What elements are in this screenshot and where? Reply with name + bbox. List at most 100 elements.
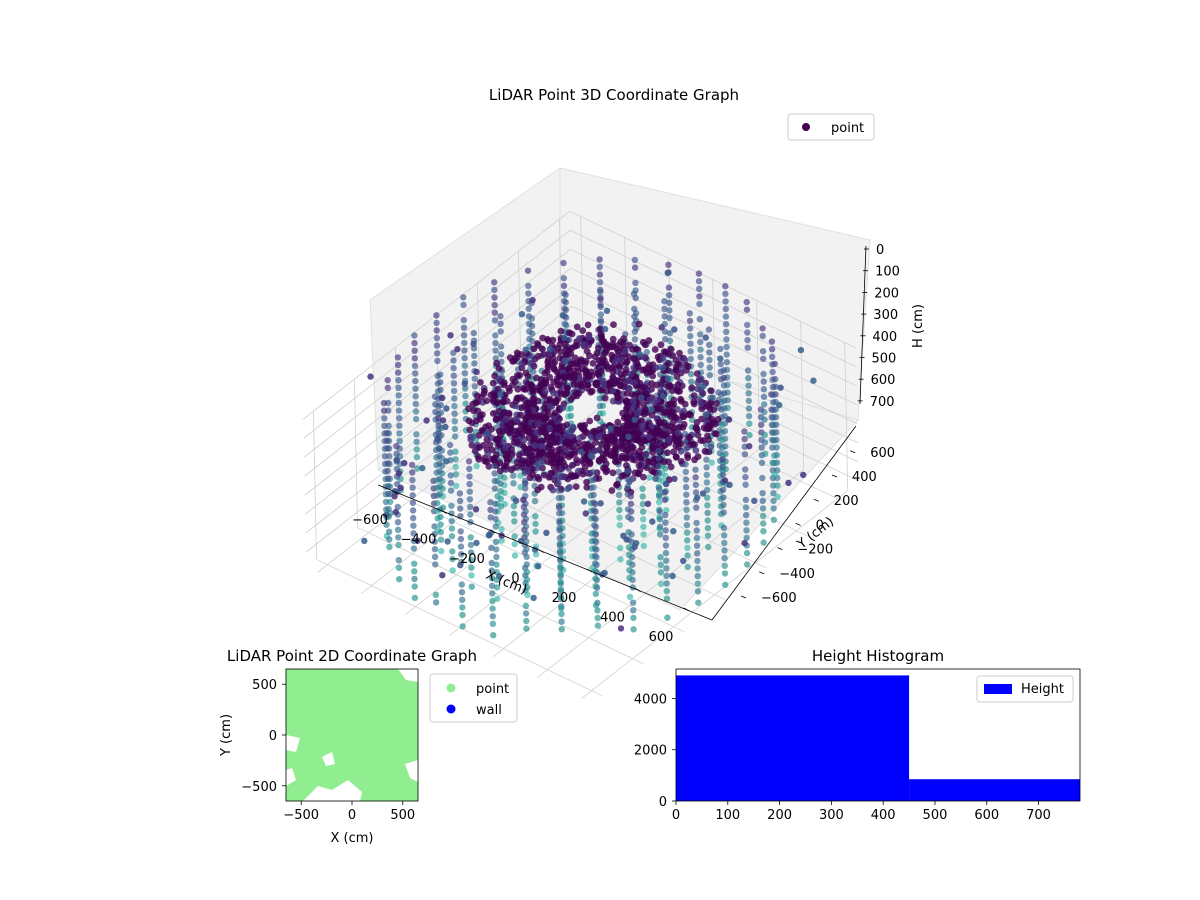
cloud-point [706, 349, 713, 356]
roof-point [613, 481, 620, 489]
roof-point [522, 415, 529, 422]
cloud-point [743, 534, 750, 542]
cloud-point [413, 446, 420, 453]
stray-point [497, 391, 504, 398]
stray-point [702, 334, 709, 341]
cloud-point [437, 513, 444, 521]
y-tick-mark [831, 474, 838, 478]
roof-point [520, 425, 528, 433]
cloud-point [721, 532, 728, 539]
stray-point [700, 382, 707, 390]
cloud-point [567, 405, 574, 412]
cloud-point [627, 500, 635, 508]
cloud-point [743, 519, 750, 526]
y-axis-2d-ticks: 500 0 −500 [241, 678, 286, 795]
cloud-point [591, 537, 598, 544]
roof-point [600, 423, 608, 431]
roof-point [534, 397, 542, 405]
cloud-point [759, 474, 766, 482]
cloud-point [655, 447, 662, 454]
roof-point [516, 372, 524, 379]
cloud-point [431, 538, 438, 545]
stray-point [623, 536, 630, 543]
stray-point [659, 364, 667, 372]
y-axis-2d-label: Y (cm) [219, 714, 234, 757]
cloud-point [655, 455, 662, 462]
cloud-point [656, 531, 664, 538]
cloud-point [761, 439, 769, 446]
cloud-point [745, 382, 752, 389]
cloud-point [696, 293, 703, 300]
cloud-point [467, 541, 475, 549]
cloud-point [591, 514, 598, 521]
cloud-point [694, 580, 702, 587]
stray-point [580, 498, 588, 505]
cloud-point [522, 523, 530, 530]
cloud-point [492, 523, 499, 530]
cloud-point [719, 456, 726, 463]
roof-point [500, 462, 508, 470]
histogram-bar [676, 675, 910, 801]
roof-point [664, 436, 672, 444]
cloud-point [437, 536, 445, 543]
stray-point [658, 388, 665, 395]
z-tick-label: 400 [872, 330, 897, 345]
cloud-point [462, 400, 469, 407]
cloud-point [597, 288, 604, 295]
cloud-point [687, 340, 694, 347]
cloud-point [704, 502, 711, 509]
stray-point [473, 368, 480, 376]
stray-point [632, 540, 640, 547]
cloud-point [396, 576, 403, 583]
cloud-point [395, 384, 402, 391]
stray-point [617, 625, 625, 632]
stray-point [484, 429, 491, 437]
roof-point [505, 455, 513, 463]
stray-point [522, 346, 529, 353]
cloud-point [557, 586, 564, 593]
cloud-point [437, 401, 444, 409]
cloud-point [686, 317, 694, 325]
stray-point [454, 346, 461, 353]
y-axis-line [711, 425, 857, 621]
cloud-point [663, 557, 670, 564]
roof-point [566, 329, 573, 337]
cloud-point [491, 309, 498, 316]
roof-point [556, 354, 564, 362]
roof-point [557, 327, 565, 335]
cloud-point [432, 408, 439, 416]
cloud-point [385, 528, 393, 535]
roof-point [693, 424, 700, 432]
roof-point [642, 389, 649, 397]
cloud-point [741, 451, 749, 458]
stray-point [671, 475, 678, 482]
cloud-point [556, 548, 564, 555]
cloud-point [657, 554, 664, 561]
stray-point [652, 475, 659, 482]
cloud-point [383, 521, 390, 528]
cloud-point [720, 524, 728, 531]
roof-point [657, 341, 665, 349]
roof-point [502, 444, 509, 452]
cloud-point [630, 614, 637, 622]
cloud-point [395, 541, 402, 549]
cloud-point [497, 495, 504, 502]
roof-point [512, 416, 520, 423]
cloud-point [640, 542, 647, 550]
cloud-point [656, 493, 663, 500]
cloud-point [459, 623, 466, 630]
cloud-point [497, 480, 504, 487]
cloud-point [743, 306, 751, 313]
cloud-point [436, 468, 443, 475]
roof-point [694, 431, 702, 439]
cloud-point [529, 330, 536, 337]
roof-point [622, 455, 630, 462]
cloud-point [433, 334, 441, 342]
stray-point [392, 508, 399, 516]
roof-point [697, 375, 705, 383]
roof-point [518, 460, 526, 468]
roof-point [520, 444, 528, 451]
cloud-point [687, 370, 695, 378]
stray-point [496, 573, 503, 580]
cloud-point [770, 497, 777, 504]
